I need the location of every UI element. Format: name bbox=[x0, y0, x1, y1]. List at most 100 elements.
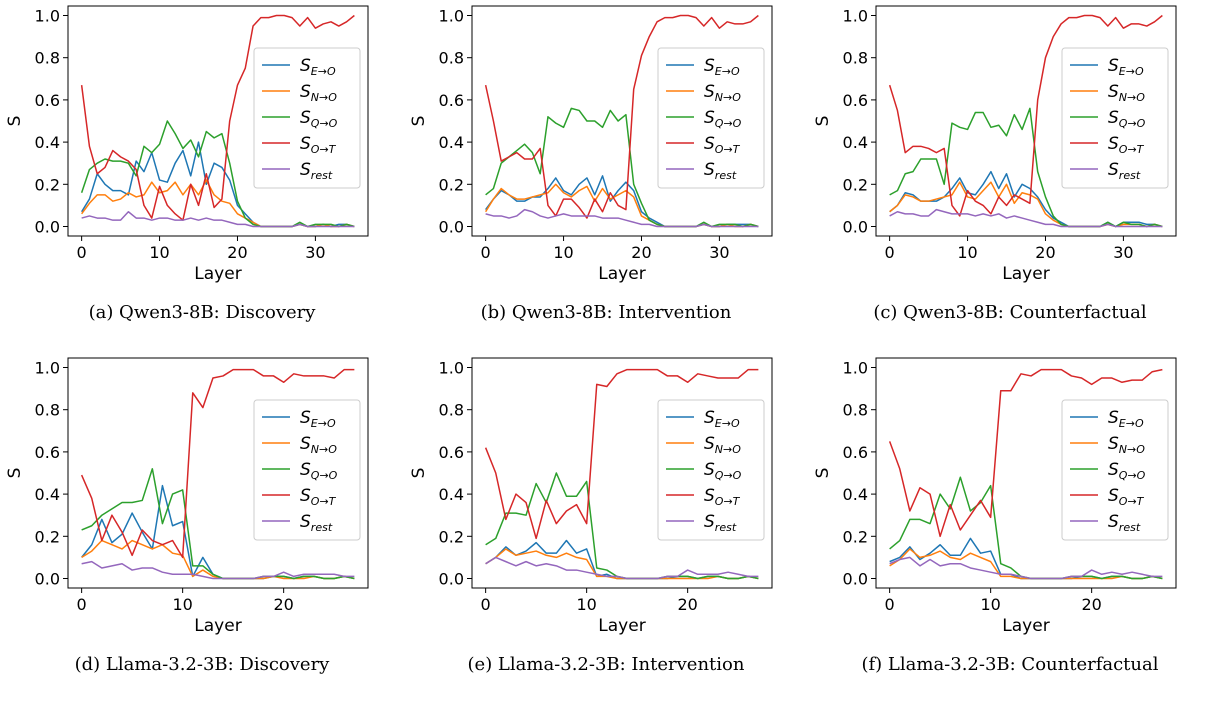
chart-panel: 0 10 20 0.0 0.2 0.4 0.6 0.8 1.0 Layer S SE→O SN→O SQ→… bbox=[0, 352, 404, 704]
y-tick-label: 0.6 bbox=[439, 443, 464, 462]
panel-caption: (b) Qwen3-8B: Intervention bbox=[480, 302, 732, 323]
y-tick-label: 0.6 bbox=[843, 443, 868, 462]
legend-label-o-t: SO→T bbox=[300, 486, 337, 508]
y-axis-label: S bbox=[813, 468, 833, 479]
line-chart: 0 10 20 300.00.20.40.60.81.0LayerSSE→OSN→OS… bbox=[5, 5, 369, 284]
y-axis-label: S bbox=[813, 116, 833, 127]
legend-box bbox=[253, 47, 361, 189]
x-tick-label: 30 bbox=[305, 243, 325, 262]
y-tick-label: 0.2 bbox=[843, 175, 868, 194]
legend-label-rest: Srest bbox=[704, 512, 737, 534]
y-tick-label: 1.0 bbox=[439, 358, 464, 377]
panel-caption: (d) Llama-3.2-3B: Discovery bbox=[74, 654, 330, 675]
legend-label-q-o: SQ→O bbox=[300, 460, 338, 482]
series-lines bbox=[484, 14, 759, 228]
x-tick-label: 0 bbox=[481, 595, 491, 614]
legend-box bbox=[1061, 399, 1169, 541]
y-tick-label: 0.4 bbox=[439, 485, 464, 504]
line-chart: 0 10 20 300.00.20.40.60.81.0LayerSSE→OSN→OS… bbox=[813, 5, 1177, 284]
legend: SE→O SN→O SQ→O SO→T Srest bbox=[657, 399, 765, 541]
x-tick-label: 0 bbox=[885, 595, 895, 614]
series-line-n-o bbox=[889, 548, 1163, 580]
x-axis-label: Layer bbox=[1002, 616, 1049, 636]
legend-label-n-o: SN→O bbox=[300, 82, 337, 104]
plot-frame bbox=[471, 5, 773, 237]
series-line-o-t bbox=[484, 368, 759, 540]
legend-label-rest: Srest bbox=[1108, 512, 1141, 534]
x-axis-label: Layer bbox=[194, 616, 241, 636]
series-line-o-t bbox=[80, 368, 355, 559]
y-axis-label: S bbox=[409, 468, 429, 479]
y-tick-label: 0.8 bbox=[843, 401, 868, 420]
y-tick-label: 0.0 bbox=[35, 218, 60, 237]
chart-panel: 0 10 20 0.0 0.2 0.4 0.6 0.8 1.0 Layer S SE→O SN→O SQ→… bbox=[404, 352, 808, 704]
legend-label-e-o: SE→O bbox=[300, 408, 336, 430]
x-tick-label: 0 bbox=[885, 243, 895, 262]
y-tick-label: 0.6 bbox=[843, 91, 868, 110]
panel-caption: (e) Llama-3.2-3B: Intervention bbox=[467, 654, 745, 675]
legend: SE→O SN→O SQ→O SO→T Srest bbox=[1061, 399, 1169, 541]
x-tick-label: 10 bbox=[576, 595, 596, 614]
series-lines bbox=[888, 14, 1163, 228]
series-line-rest bbox=[485, 556, 759, 580]
series-lines bbox=[888, 368, 1163, 580]
series-line-o-t bbox=[484, 14, 759, 219]
legend: SE→O SN→O SQ→O SO→T Srest bbox=[253, 47, 361, 189]
y-axis-label: S bbox=[5, 116, 25, 127]
chart-panel: 0 10 20 30 0.0 0.2 0.4 0.6 0.8 1.0 Layer S SE→O SN→O S… bbox=[404, 0, 808, 352]
y-tick-label: 0.4 bbox=[35, 485, 60, 504]
legend-label-rest: Srest bbox=[300, 512, 333, 534]
legend-label-q-o: SQ→O bbox=[300, 108, 338, 130]
y-tick-label: 0.6 bbox=[439, 91, 464, 110]
y-tick-label: 0.4 bbox=[35, 133, 60, 152]
x-tick-label: 10 bbox=[553, 243, 573, 262]
panel-caption: (f) Llama-3.2-3B: Counterfactual bbox=[861, 654, 1159, 675]
series-line-e-o bbox=[889, 537, 1163, 580]
legend-label-q-o: SQ→O bbox=[704, 108, 742, 130]
panel-caption: (c) Qwen3-8B: Counterfactual bbox=[873, 302, 1147, 323]
legend-label-e-o: SE→O bbox=[704, 56, 740, 78]
x-tick-label: 20 bbox=[227, 243, 247, 262]
series-line-o-t bbox=[80, 14, 355, 221]
x-axis-label: Layer bbox=[598, 264, 645, 284]
y-tick-label: 0.0 bbox=[843, 218, 868, 237]
y-tick-label: 0.2 bbox=[439, 527, 464, 546]
line-chart: 0 10 20 0.0 0.2 0.4 0.6 0.8 1.0 Layer S SE→O SN→O SQ→… bbox=[409, 357, 773, 636]
x-tick-label: 20 bbox=[273, 595, 293, 614]
y-tick-label: 0.8 bbox=[35, 49, 60, 68]
legend-label-q-o: SQ→O bbox=[1108, 108, 1146, 130]
legend-box bbox=[657, 399, 765, 541]
x-axis-label: Layer bbox=[598, 616, 645, 636]
series-lines bbox=[80, 368, 355, 580]
legend-label-rest: Srest bbox=[704, 160, 737, 182]
series-line-rest bbox=[81, 560, 355, 580]
x-tick-label: 10 bbox=[149, 243, 169, 262]
y-tick-label: 0.8 bbox=[843, 49, 868, 68]
legend-label-q-o: SQ→O bbox=[704, 460, 742, 482]
y-tick-label: 1.0 bbox=[439, 6, 464, 25]
y-axis-label: S bbox=[409, 116, 429, 127]
plot-frame bbox=[471, 357, 773, 589]
x-axis-label: Layer bbox=[194, 264, 241, 284]
chart-panel: 0 10 20 0.0 0.2 0.4 0.6 0.8 1.0 Layer S SE→O SN→O SQ→… bbox=[808, 352, 1212, 704]
legend: SE→O SN→O SQ→O SO→T Srest bbox=[657, 47, 765, 189]
y-tick-label: 0.0 bbox=[35, 570, 60, 589]
legend-label-e-o: SE→O bbox=[1108, 408, 1144, 430]
legend-label-n-o: SN→O bbox=[300, 434, 337, 456]
x-axis-label: Layer bbox=[1002, 264, 1049, 284]
legend-box bbox=[657, 47, 765, 189]
legend-label-rest: Srest bbox=[1108, 160, 1141, 182]
y-tick-label: 1.0 bbox=[843, 358, 868, 377]
x-tick-label: 20 bbox=[1081, 595, 1101, 614]
y-tick-label: 0.8 bbox=[35, 401, 60, 420]
y-tick-label: 1.0 bbox=[35, 6, 60, 25]
series-line-n-o bbox=[81, 539, 355, 580]
legend: SE→O SN→O SQ→O SO→T Srest bbox=[1061, 47, 1169, 189]
legend-label-n-o: SN→O bbox=[704, 434, 741, 456]
series-line-n-o bbox=[485, 548, 759, 580]
legend-label-q-o: SQ→O bbox=[1108, 460, 1146, 482]
x-tick-label: 20 bbox=[631, 243, 651, 262]
plot-frame bbox=[67, 357, 369, 589]
x-tick-label: 30 bbox=[1113, 243, 1133, 262]
